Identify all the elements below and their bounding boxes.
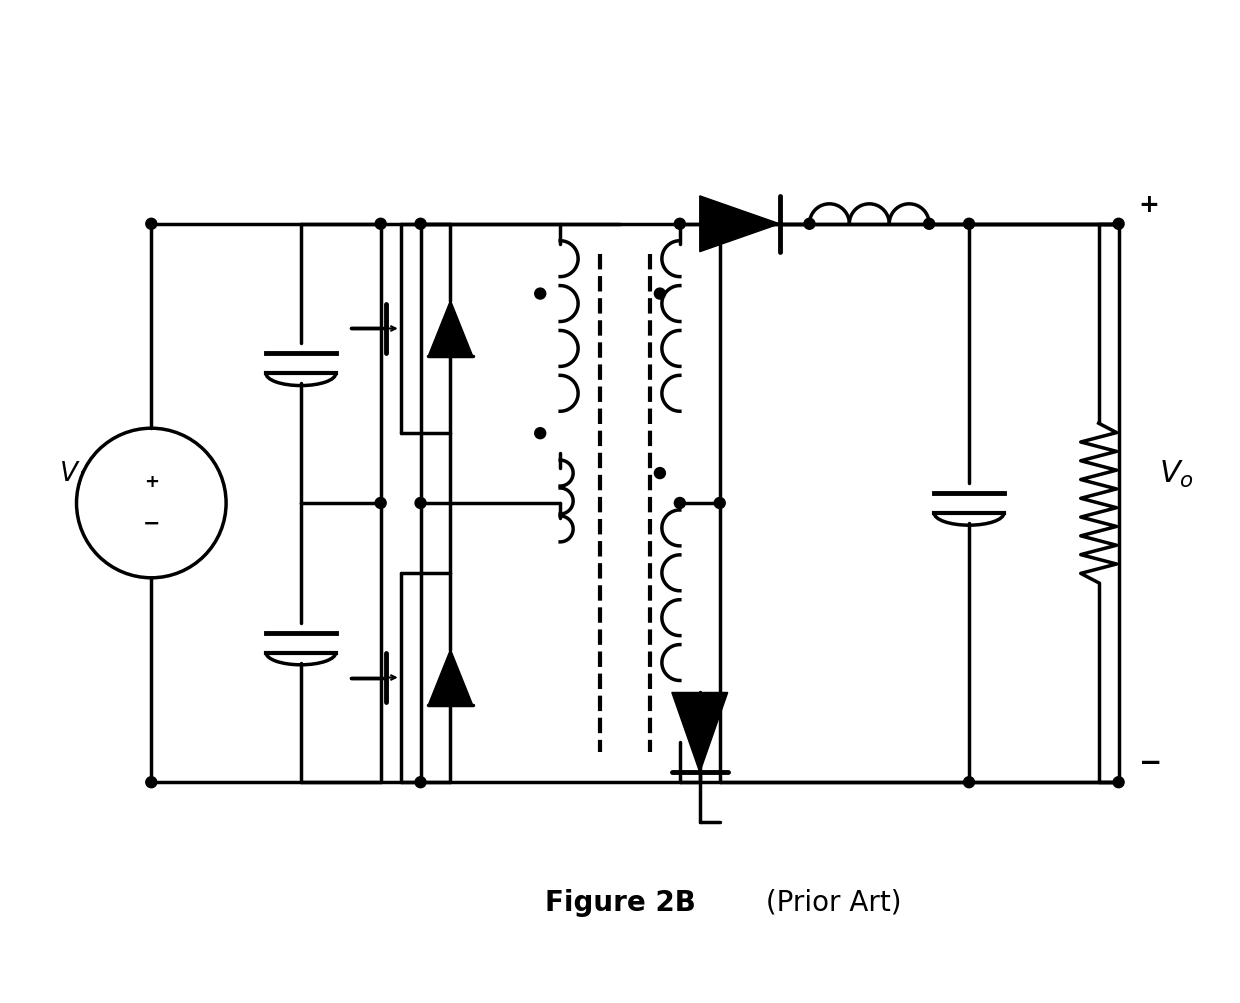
Circle shape <box>415 219 427 230</box>
Polygon shape <box>699 197 780 253</box>
Circle shape <box>655 468 666 479</box>
Text: −: − <box>143 514 160 534</box>
Circle shape <box>804 219 815 230</box>
Text: Figure 2B: Figure 2B <box>544 888 696 916</box>
Circle shape <box>655 289 666 300</box>
Circle shape <box>415 777 427 788</box>
Circle shape <box>376 219 386 230</box>
Circle shape <box>714 219 725 230</box>
Circle shape <box>146 219 156 230</box>
Circle shape <box>675 219 686 230</box>
Polygon shape <box>672 693 728 772</box>
Text: −: − <box>1138 748 1162 776</box>
Text: +: + <box>1138 193 1159 217</box>
Text: $V_o$: $V_o$ <box>1158 458 1193 489</box>
Polygon shape <box>428 301 472 357</box>
Circle shape <box>675 498 686 509</box>
Circle shape <box>963 219 975 230</box>
Circle shape <box>376 498 386 509</box>
Circle shape <box>534 289 546 300</box>
Circle shape <box>714 498 725 509</box>
Text: +: + <box>144 472 159 490</box>
Circle shape <box>415 498 427 509</box>
Circle shape <box>146 777 156 788</box>
Circle shape <box>534 428 546 439</box>
Circle shape <box>1114 777 1125 788</box>
Polygon shape <box>428 650 472 706</box>
Text: $V_i$: $V_i$ <box>60 459 84 487</box>
Circle shape <box>963 777 975 788</box>
Circle shape <box>924 219 935 230</box>
Circle shape <box>1114 219 1125 230</box>
Text: (Prior Art): (Prior Art) <box>758 888 901 916</box>
